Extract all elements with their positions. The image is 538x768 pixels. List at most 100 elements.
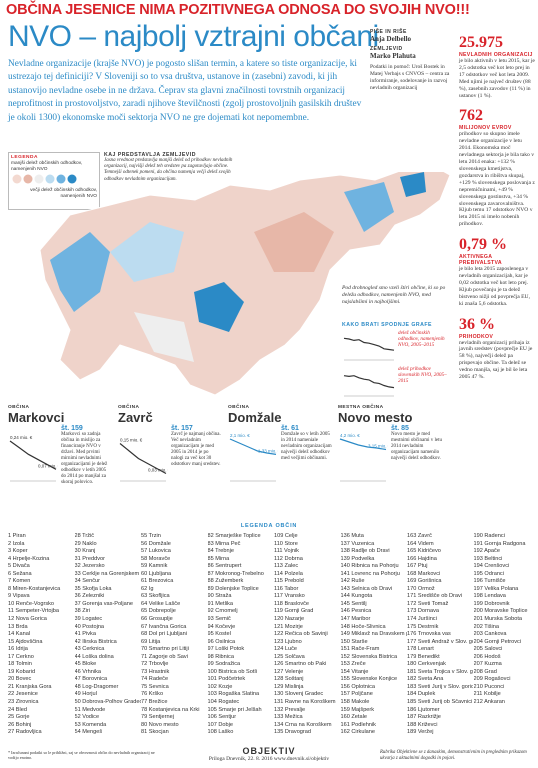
municipality: 123 Ljubno bbox=[274, 638, 302, 645]
municipality: 162 Cirkulane bbox=[340, 729, 376, 736]
municipality: 67 Ivančna Gorica bbox=[141, 623, 187, 630]
map-region bbox=[194, 282, 244, 332]
municipality: 104 Rogatec bbox=[207, 699, 240, 706]
side-note: Pod drobnogled smo vzeli štiri občine, k… bbox=[342, 285, 446, 305]
panel-rank: št. 61 bbox=[281, 425, 299, 432]
how-title: KAKO BRATI SPODNJE GRAFE bbox=[342, 322, 433, 328]
municipality: 82 Šmarješke Toplice bbox=[207, 533, 261, 539]
municipality: 46 Vrhnika bbox=[74, 668, 102, 675]
municipality: 87 Mokronog-Trebelno bbox=[207, 570, 264, 577]
panel-name: Markovci bbox=[8, 410, 65, 425]
swatch bbox=[67, 174, 77, 184]
municipality: 119 Gornji Grad bbox=[274, 608, 314, 615]
municipality: 202 Tišina bbox=[473, 623, 500, 630]
stat-label: NEVLADNIH ORGANIZACIJ bbox=[459, 52, 533, 58]
municipality: 75 Sevnica bbox=[141, 683, 169, 690]
municipality: 198 Lendava bbox=[473, 593, 506, 600]
panel-name: Zavrč bbox=[118, 410, 153, 425]
municipality: 140 Ribnica na Pohorju bbox=[340, 563, 399, 570]
title: NVO – najbolj vztrajni občani bbox=[8, 20, 379, 53]
municipality: 15 Ajdovščina bbox=[8, 638, 43, 645]
issue: Priloga Dnevnik, 22. 8. 2016 bbox=[208, 756, 273, 762]
municipality: 138 Radlje ob Dravi bbox=[340, 548, 390, 555]
municipality: 170 Ormož bbox=[407, 585, 435, 592]
municipality: 131 Ravne na Koroškem bbox=[274, 699, 336, 706]
municipality: 106 Šentjur bbox=[207, 714, 237, 721]
municipality: 185 Sveti Jurij ob Ščavnici bbox=[407, 699, 473, 706]
municipality: 31 Preddvor bbox=[74, 555, 105, 562]
stat-figure: 0,79 % bbox=[459, 236, 507, 254]
municipality: 178 Lenart bbox=[407, 646, 434, 653]
credits: PIŠE IN RIŠE Anja Delbello ZEMLJEVID Mar… bbox=[370, 26, 452, 92]
series-name-text: delež prihodkov slovenskih NVO, 2005–201… bbox=[398, 366, 447, 385]
municipality: 51 Medvode bbox=[74, 706, 106, 713]
municipality: 169 Gorišnica bbox=[407, 578, 442, 585]
municipality: 95 Kostel bbox=[207, 631, 231, 638]
municipality: 69 Litija bbox=[141, 638, 161, 645]
municipality: 114 Polzela bbox=[274, 570, 303, 577]
municipality: 20 Bovec bbox=[8, 676, 32, 683]
kicker: OBČINA JESENICE NIMA POZITIVNEGA ODNOSA … bbox=[6, 2, 470, 18]
panel-rank: št. 85 bbox=[391, 425, 409, 432]
municipality: 89 Dolenjske Toplice bbox=[207, 585, 259, 592]
municipality: 148 Hoče-Slivnica bbox=[340, 623, 386, 630]
municipality: 120 Nazarje bbox=[274, 616, 305, 623]
municipality: 52 Vodice bbox=[74, 714, 100, 721]
municipality: 88 Žužemberk bbox=[207, 578, 244, 585]
municipality: 32 Jezersko bbox=[74, 563, 105, 570]
stat-text: je bilo aktivnih v letu 2015, kar je 2,5… bbox=[459, 58, 535, 99]
stat-label: MILIJONOV EVROV bbox=[459, 125, 512, 132]
legend-high: večji delež občinskih odhodkov, namenjen… bbox=[30, 188, 97, 199]
municipality: 29 Naklo bbox=[74, 540, 97, 547]
municipality: 201 Murska Sobota bbox=[473, 616, 523, 623]
municipality: 74 Radeče bbox=[141, 676, 169, 683]
municipality: 84 Trebnje bbox=[207, 548, 234, 555]
municipality: 92 Črnomelj bbox=[207, 608, 238, 615]
panel-kind: OBČINA bbox=[228, 405, 250, 410]
map bbox=[39, 172, 451, 396]
municipality: 16 Idrija bbox=[8, 646, 28, 653]
municipality: 139 Podvelka bbox=[340, 555, 375, 562]
footnote: * Izračunani podatki so le približni, sa… bbox=[8, 750, 155, 760]
map-label: ZEMLJEVID bbox=[370, 46, 403, 52]
municipality: 172 Sveti Tomaž bbox=[407, 600, 449, 607]
municipality: 171 Središče ob Dravi bbox=[407, 593, 463, 600]
map-region bbox=[400, 172, 426, 197]
series-name: delež občinskih odhodkov, namenjenih NVO… bbox=[398, 330, 445, 348]
municipality: 3 Koper bbox=[8, 548, 28, 555]
municipality: 17 Cerkno bbox=[8, 653, 34, 660]
map-region bbox=[110, 222, 184, 282]
municipality: 70 Šmartno pri Litiji bbox=[141, 646, 189, 653]
municipality: 43 Cerknica bbox=[74, 646, 105, 653]
municipality: 128 Šoštanj bbox=[274, 676, 304, 683]
municipality-column: 55 Trzin 56 Domžale 57 Lukovica 58 Moravče 5… bbox=[141, 533, 207, 737]
municipality: 159 Majšperk bbox=[340, 706, 375, 713]
municipality: 151 Rače-Fram bbox=[340, 646, 380, 653]
municipality: 61 Brezovica bbox=[141, 578, 174, 585]
municipality: 206 Hodoš bbox=[473, 653, 501, 660]
municipality: 156 Oplotnica bbox=[340, 683, 376, 690]
municipality: 44 Loška dolina bbox=[74, 653, 114, 660]
municipality: 146 Pesnica bbox=[340, 608, 372, 615]
municipality: 107 Dobje bbox=[207, 721, 234, 728]
line bbox=[119, 443, 167, 475]
municipality: 122 Rečica ob Savinji bbox=[274, 631, 328, 638]
municipality: 125 Solčava bbox=[274, 653, 305, 660]
municipality: 49 Horjul bbox=[74, 691, 97, 698]
municipality: 132 Prevalje bbox=[274, 706, 306, 713]
municipality: 192 Apače bbox=[473, 548, 500, 555]
municipality: 174 Juršinci bbox=[407, 616, 437, 623]
municipality: 200 Moravske Toplice bbox=[473, 608, 528, 615]
municipality: 80 Novo mesto bbox=[141, 721, 179, 728]
stat-text: nevladnih organizacij prihaja iz javnih … bbox=[459, 339, 533, 381]
municipality: 21 Kranjska Gora bbox=[8, 683, 52, 690]
map-author: Marko Plahuta bbox=[370, 52, 416, 60]
municipality: 211 Kobilje bbox=[473, 691, 501, 698]
municipality: 212 Ankaran bbox=[473, 699, 505, 706]
value-label: 2,1 mio. € bbox=[230, 433, 250, 438]
municipality: 111 Vojnik bbox=[274, 548, 299, 555]
municipality: 109 Celje bbox=[274, 533, 298, 539]
municipality: 58 Moravče bbox=[141, 555, 171, 562]
municipality: 154 Vitanje bbox=[340, 668, 369, 675]
municipality: 155 Slovenske Konjice bbox=[340, 676, 398, 683]
